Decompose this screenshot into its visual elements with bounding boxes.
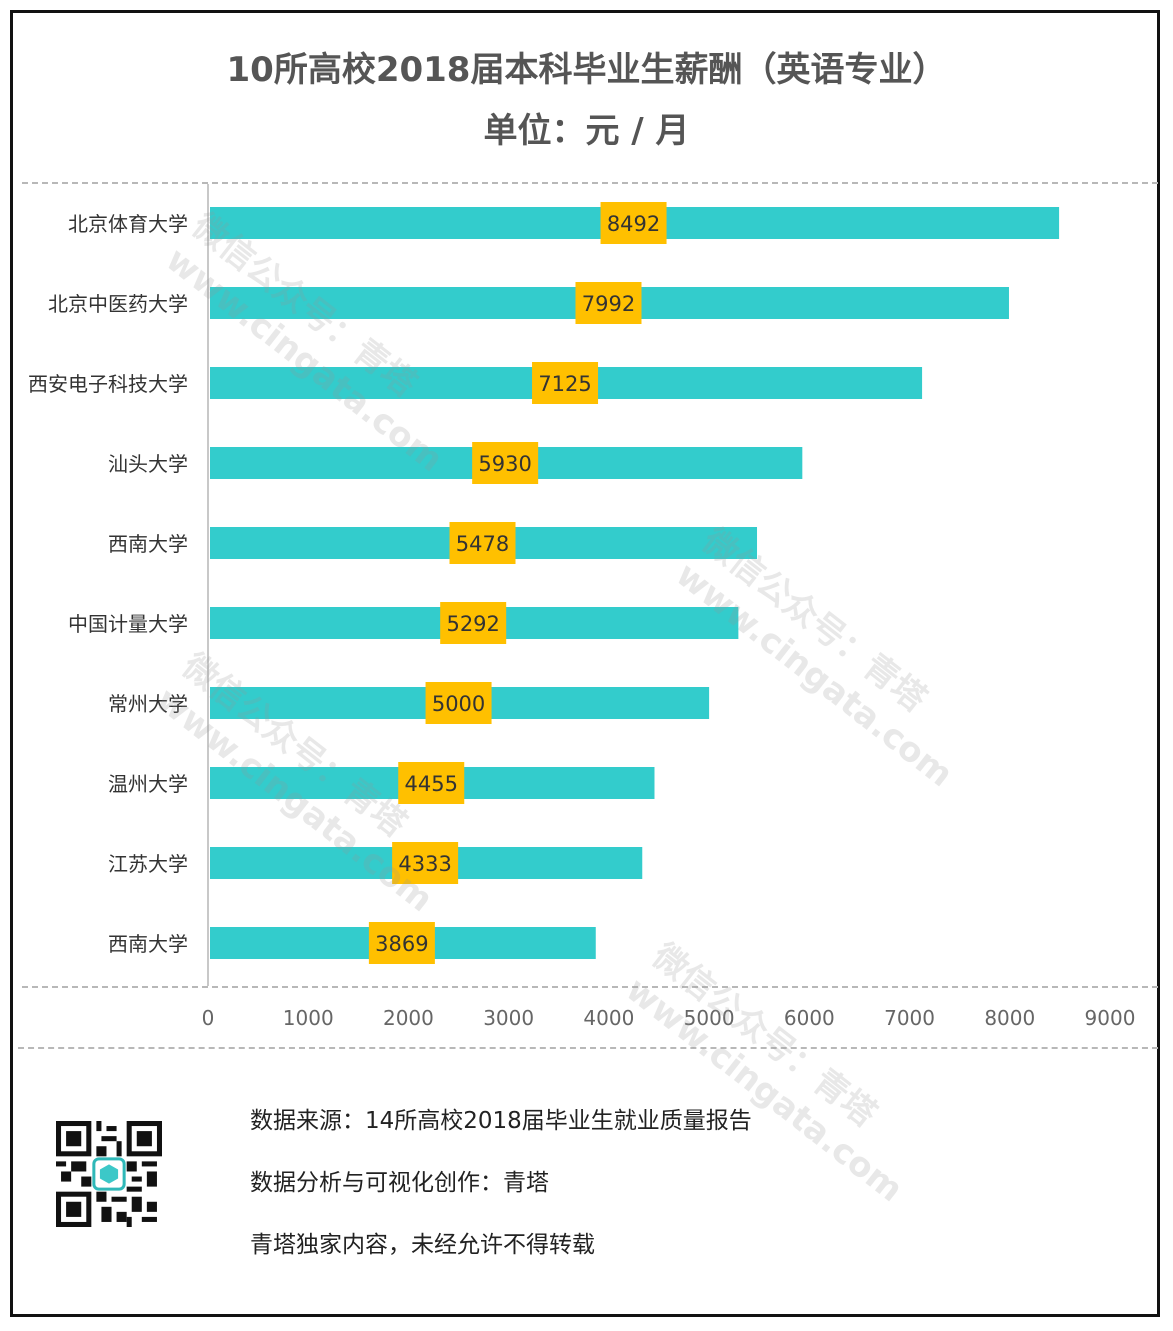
data-label: 5930 <box>478 452 531 476</box>
category-label: 西南大学 <box>108 932 188 956</box>
data-label-box <box>398 762 465 804</box>
chart-subtitle: 单位：元 / 月 <box>483 111 690 151</box>
x-tick-label: 4000 <box>583 1006 634 1030</box>
category-label: 汕头大学 <box>108 452 188 476</box>
data-label: 5000 <box>432 692 485 716</box>
data-label: 4455 <box>405 772 458 796</box>
x-tick-label: 2000 <box>383 1006 434 1030</box>
data-label-box <box>472 442 539 484</box>
x-tick-label: 9000 <box>1085 1006 1136 1030</box>
category-label: 西南大学 <box>108 532 188 556</box>
category-label: 北京体育大学 <box>68 212 188 236</box>
x-tick-label: 5000 <box>684 1006 735 1030</box>
x-tick-label: 0 <box>202 1006 215 1030</box>
x-tick-label: 7000 <box>884 1006 935 1030</box>
category-label: 北京中医药大学 <box>48 292 188 316</box>
data-label-box <box>449 522 516 564</box>
category-label: 西安电子科技大学 <box>28 372 188 396</box>
divider-axis <box>22 986 1158 988</box>
outer-frame <box>10 10 1160 1317</box>
category-label: 江苏大学 <box>108 852 188 876</box>
data-label-box <box>392 842 459 884</box>
data-source: 数据来源：14所高校2018届毕业生就业质量报告 <box>250 1108 752 1134</box>
category-label: 中国计量大学 <box>68 612 188 636</box>
category-label: 温州大学 <box>108 772 188 796</box>
data-label: 5292 <box>446 612 499 636</box>
category-label: 常州大学 <box>108 692 188 716</box>
qr-code-icon <box>56 1121 162 1227</box>
x-tick-label: 3000 <box>483 1006 534 1030</box>
data-label: 7125 <box>538 372 591 396</box>
x-tick-label: 1000 <box>283 1006 334 1030</box>
data-label-box <box>600 202 667 244</box>
credit-line: 数据分析与可视化创作：青塔 <box>250 1170 549 1196</box>
data-label: 7992 <box>582 292 635 316</box>
divider-top <box>22 182 1158 184</box>
divider-footer <box>18 1047 1158 1049</box>
x-tick-label: 6000 <box>784 1006 835 1030</box>
data-label: 5478 <box>456 532 509 556</box>
data-label: 8492 <box>607 212 660 236</box>
data-label-box <box>440 602 507 644</box>
x-tick-label: 8000 <box>984 1006 1035 1030</box>
data-label-box <box>575 282 642 324</box>
chart-title: 10所高校2018届本科毕业生薪酬（英语专业） <box>226 50 947 90</box>
data-label-box <box>532 362 599 404</box>
copyright-notice: 青塔独家内容，未经允许不得转载 <box>250 1232 595 1258</box>
data-label-box <box>425 682 492 724</box>
data-label-box <box>368 922 435 964</box>
data-label: 4333 <box>398 852 451 876</box>
data-label: 3869 <box>375 932 428 956</box>
